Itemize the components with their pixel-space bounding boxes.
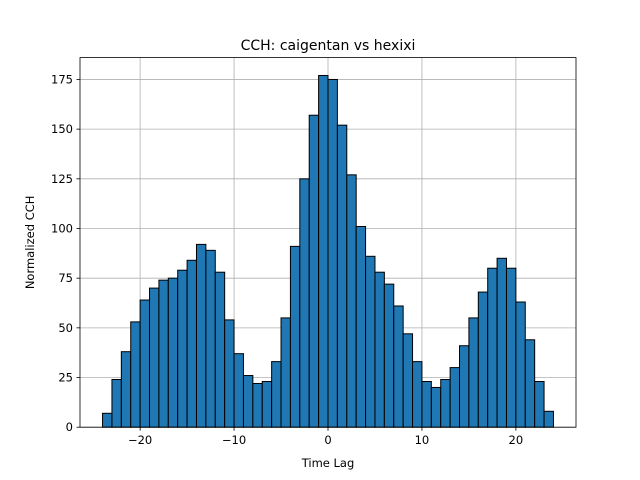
histogram-bar (195, 243, 207, 428)
histogram-bar (496, 257, 507, 428)
histogram-bar (120, 351, 132, 428)
histogram-bar (111, 379, 122, 428)
histogram-bar (505, 267, 517, 428)
y-tick-label: 175 (51, 72, 73, 86)
histogram-bar (299, 178, 310, 428)
histogram-bars (102, 74, 554, 428)
histogram-bar (430, 386, 442, 428)
histogram-bar (543, 410, 554, 428)
y-tick-label: 100 (51, 221, 73, 235)
x-tick-label: 10 (415, 433, 430, 447)
histogram-bar (261, 380, 273, 428)
histogram-bar (205, 249, 216, 428)
histogram-bar (402, 333, 414, 428)
y-tick-label: 125 (51, 172, 73, 186)
y-tick-label: 25 (58, 371, 73, 385)
histogram-bar (515, 301, 526, 428)
histogram-bar (214, 271, 226, 428)
histogram-bar (224, 319, 235, 428)
histogram-bar (383, 283, 395, 428)
histogram-bar (365, 255, 376, 428)
x-tick-label: 20 (509, 433, 524, 447)
x-axis-label: Time Lag (301, 456, 355, 470)
histogram-bar (167, 277, 179, 428)
histogram-bar (233, 353, 244, 428)
histogram-bar (336, 124, 348, 428)
histogram-bar (280, 317, 291, 428)
histogram-bar (177, 269, 188, 428)
x-tick-label: 0 (324, 433, 331, 447)
histogram-bar (355, 226, 367, 428)
histogram-bar (252, 382, 263, 428)
y-tick-label: 0 (66, 420, 73, 434)
histogram-bar (524, 339, 536, 428)
histogram-bar (308, 114, 320, 428)
histogram-bar (440, 379, 451, 428)
axis-ticks: −20 −10 0 10 20 0 25 50 75 100 125 150 175 (51, 72, 523, 447)
histogram-bar (327, 78, 338, 428)
histogram-bar (487, 267, 498, 428)
histogram-bar (158, 279, 169, 428)
histogram-bar (449, 367, 461, 428)
histogram-bar (346, 174, 357, 428)
histogram-bar (421, 380, 432, 428)
histogram-bar (186, 259, 197, 428)
histogram-bar (130, 321, 141, 428)
histogram-bar (139, 299, 151, 428)
histogram-bar (412, 361, 423, 428)
chart-title: CCH: caigentan vs hexixi (241, 38, 416, 54)
histogram-bar (534, 380, 545, 428)
x-tick-label: −20 (128, 433, 152, 447)
x-tick-label: −10 (222, 433, 246, 447)
histogram-bar (242, 375, 254, 428)
y-tick-label: 50 (58, 321, 73, 335)
y-tick-label: 75 (58, 271, 73, 285)
histogram-bar (468, 317, 479, 428)
histogram-bar (477, 291, 489, 428)
histogram-bar (374, 271, 385, 428)
histogram-bar (149, 287, 160, 428)
histogram-bar (459, 345, 470, 428)
y-axis-label: Normalized CCH (23, 196, 37, 290)
histogram-bar (289, 245, 301, 428)
y-tick-label: 150 (51, 122, 73, 136)
histogram-bar (271, 361, 282, 428)
histogram-bar (318, 74, 329, 428)
histogram-bar (393, 305, 404, 428)
histogram-bar (102, 412, 113, 428)
